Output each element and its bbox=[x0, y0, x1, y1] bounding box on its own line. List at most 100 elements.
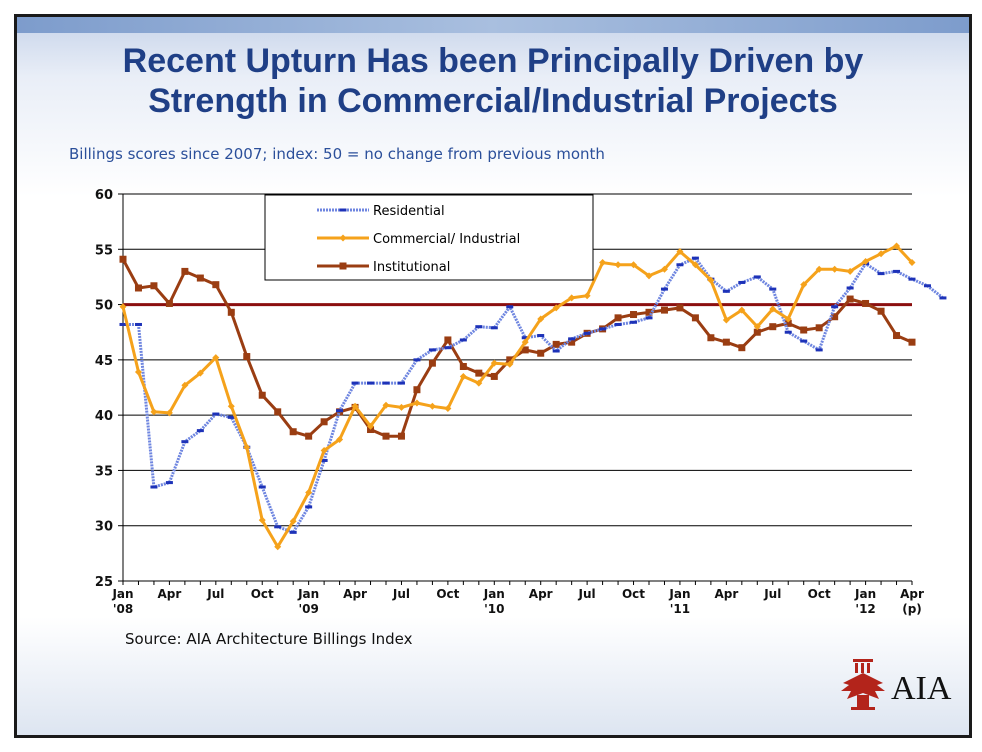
series-marker bbox=[181, 267, 189, 275]
series-marker bbox=[212, 281, 220, 289]
series-marker bbox=[459, 372, 467, 380]
series-marker bbox=[784, 330, 792, 334]
y-tick-label: 35 bbox=[95, 464, 113, 479]
series-marker bbox=[753, 328, 761, 336]
series-marker bbox=[800, 326, 808, 334]
series-marker bbox=[939, 296, 947, 300]
x-tick-label-year: '08 bbox=[113, 602, 133, 616]
series-marker bbox=[134, 284, 142, 292]
series-marker bbox=[320, 447, 328, 455]
series-marker bbox=[444, 405, 452, 413]
series-marker bbox=[150, 408, 158, 416]
y-tick-label: 50 bbox=[95, 299, 113, 314]
x-tick-label: Apr bbox=[529, 587, 553, 601]
series-marker bbox=[196, 369, 204, 377]
series-marker bbox=[150, 485, 158, 489]
series-marker bbox=[691, 314, 699, 322]
series-marker bbox=[599, 259, 607, 267]
series-marker bbox=[738, 306, 746, 314]
series-marker bbox=[645, 316, 653, 320]
series-marker bbox=[521, 346, 529, 354]
series-marker bbox=[630, 311, 638, 319]
series-line-institutional bbox=[121, 258, 913, 438]
series-marker bbox=[738, 280, 746, 284]
x-tick-label: Jan bbox=[854, 587, 876, 601]
y-tick-label: 45 bbox=[95, 354, 113, 369]
series-marker bbox=[568, 337, 576, 341]
series-marker bbox=[305, 489, 313, 497]
series-marker bbox=[831, 313, 839, 321]
series-marker bbox=[568, 294, 576, 302]
series-marker bbox=[397, 432, 405, 440]
series-marker bbox=[413, 358, 421, 362]
series-marker bbox=[722, 338, 730, 346]
series-marker bbox=[537, 315, 545, 323]
series-marker bbox=[521, 336, 529, 340]
x-tick-label: Jul bbox=[206, 587, 224, 601]
series-marker bbox=[676, 263, 684, 267]
series-marker bbox=[583, 292, 591, 300]
legend-label-institutional: Institutional bbox=[373, 260, 450, 275]
series-marker bbox=[893, 332, 901, 340]
series-marker bbox=[475, 325, 483, 329]
series-marker bbox=[552, 340, 560, 348]
series-marker bbox=[397, 381, 405, 385]
series-marker bbox=[676, 304, 684, 312]
series-marker bbox=[320, 418, 328, 426]
series-marker bbox=[258, 516, 266, 524]
series-marker bbox=[459, 338, 467, 342]
series-marker bbox=[227, 308, 235, 316]
series-marker bbox=[413, 386, 421, 394]
series-marker bbox=[258, 485, 266, 489]
series-marker bbox=[660, 287, 668, 291]
series-marker bbox=[630, 320, 638, 324]
y-tick-label: 55 bbox=[95, 243, 113, 258]
series-marker bbox=[490, 326, 498, 330]
series-marker bbox=[475, 369, 483, 377]
series-marker bbox=[305, 505, 313, 509]
series-marker bbox=[490, 372, 498, 380]
series-marker bbox=[258, 391, 266, 399]
series-marker bbox=[320, 458, 328, 462]
series-marker bbox=[599, 327, 607, 331]
series-marker bbox=[196, 274, 204, 282]
series-marker bbox=[676, 247, 684, 255]
top-band bbox=[17, 17, 969, 33]
series-marker bbox=[227, 415, 235, 419]
series-marker bbox=[707, 334, 715, 342]
series-marker bbox=[800, 281, 808, 289]
series-marker bbox=[645, 308, 653, 316]
series-marker bbox=[475, 379, 483, 387]
y-tick-label: 30 bbox=[95, 520, 113, 535]
series-marker bbox=[444, 346, 452, 350]
series-marker bbox=[660, 265, 668, 273]
series-line-residential bbox=[123, 256, 944, 534]
series-marker bbox=[552, 349, 560, 353]
series-marker bbox=[537, 334, 545, 338]
series-marker bbox=[274, 408, 282, 416]
series-marker bbox=[521, 338, 529, 346]
series-marker bbox=[815, 265, 823, 273]
series-marker bbox=[212, 412, 220, 416]
series-marker bbox=[367, 422, 375, 430]
series-marker bbox=[243, 443, 251, 451]
series-marker bbox=[382, 401, 390, 409]
series-marker bbox=[339, 208, 347, 212]
series-marker bbox=[908, 259, 916, 267]
series-marker bbox=[351, 402, 359, 410]
series-marker bbox=[289, 517, 297, 525]
series-marker bbox=[382, 432, 390, 440]
series-marker bbox=[831, 305, 839, 309]
series-marker bbox=[784, 315, 792, 323]
series-marker bbox=[877, 307, 885, 315]
x-tick-label: Apr bbox=[900, 587, 924, 601]
series-marker bbox=[428, 348, 436, 352]
series-marker bbox=[691, 256, 699, 260]
series-marker bbox=[537, 349, 545, 357]
y-tick-label: 25 bbox=[95, 575, 113, 590]
series-marker bbox=[196, 429, 204, 433]
aia-eagle-icon: AIA bbox=[841, 659, 952, 710]
series-marker bbox=[413, 399, 421, 407]
x-tick-label: Jul bbox=[578, 587, 596, 601]
